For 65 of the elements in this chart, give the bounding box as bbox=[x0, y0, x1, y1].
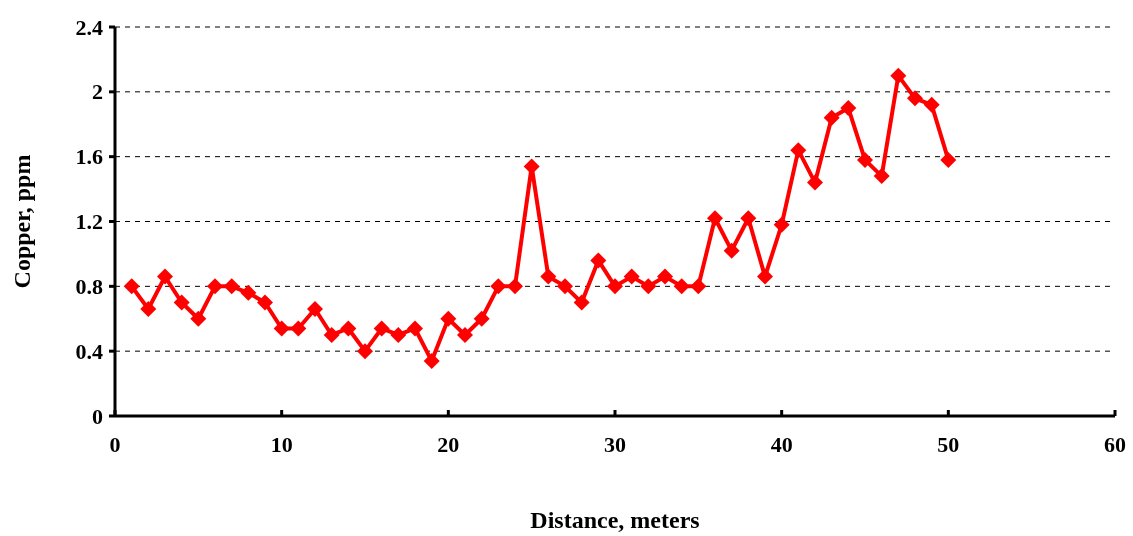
point bbox=[357, 343, 373, 360]
point bbox=[873, 168, 890, 185]
y-tick-label: 0.8 bbox=[75, 273, 103, 299]
point bbox=[923, 96, 940, 113]
x-axis-title: Distance, meters bbox=[530, 507, 700, 533]
point bbox=[273, 320, 290, 337]
point bbox=[757, 268, 773, 285]
point bbox=[673, 278, 690, 295]
point bbox=[773, 216, 790, 233]
point bbox=[557, 278, 573, 295]
point bbox=[607, 278, 623, 295]
point bbox=[690, 278, 707, 295]
point bbox=[157, 268, 173, 285]
point bbox=[490, 278, 507, 295]
point bbox=[473, 310, 490, 327]
point bbox=[390, 326, 407, 343]
point bbox=[740, 210, 757, 227]
point bbox=[307, 301, 323, 318]
point bbox=[423, 352, 440, 369]
point bbox=[807, 174, 823, 191]
point bbox=[257, 294, 273, 311]
x-tick-label: 50 bbox=[937, 432, 960, 457]
point bbox=[840, 100, 857, 117]
x-tick-label: 40 bbox=[770, 432, 793, 457]
point bbox=[440, 310, 457, 327]
x-tick-label: 10 bbox=[270, 432, 293, 457]
point bbox=[373, 320, 390, 337]
point bbox=[723, 242, 740, 259]
point bbox=[623, 268, 640, 285]
point bbox=[123, 278, 140, 295]
point bbox=[323, 326, 340, 343]
point bbox=[540, 268, 557, 285]
point bbox=[340, 320, 357, 337]
y-tick-label: 0.4 bbox=[75, 338, 103, 364]
y-tick-label: 1.6 bbox=[75, 144, 103, 170]
point bbox=[657, 268, 673, 285]
x-tick-label: 20 bbox=[437, 432, 460, 457]
point bbox=[457, 326, 473, 343]
point bbox=[857, 151, 873, 168]
point bbox=[640, 278, 657, 295]
point bbox=[290, 320, 307, 337]
point bbox=[407, 320, 423, 337]
point bbox=[907, 90, 923, 107]
point bbox=[940, 151, 957, 168]
point bbox=[707, 210, 723, 227]
point bbox=[823, 109, 840, 126]
point bbox=[890, 67, 907, 84]
y-tick-label: 0 bbox=[92, 403, 103, 429]
y-axis-title: Copper, ppm bbox=[9, 154, 35, 289]
x-tick-label: 0 bbox=[109, 432, 121, 457]
point bbox=[590, 252, 607, 269]
x-tick-label: 60 bbox=[1104, 432, 1126, 457]
y-tick-label: 1.2 bbox=[75, 209, 103, 234]
point bbox=[573, 294, 590, 311]
point bbox=[140, 301, 157, 318]
y-tick-label: 2 bbox=[92, 79, 103, 105]
point bbox=[190, 310, 207, 327]
point bbox=[223, 278, 240, 295]
point bbox=[240, 284, 257, 301]
point bbox=[207, 278, 223, 295]
point bbox=[507, 278, 523, 295]
point bbox=[173, 294, 190, 311]
point bbox=[790, 142, 807, 159]
x-tick-label: 30 bbox=[604, 432, 626, 457]
y-tick-label: 2.4 bbox=[75, 14, 103, 40]
